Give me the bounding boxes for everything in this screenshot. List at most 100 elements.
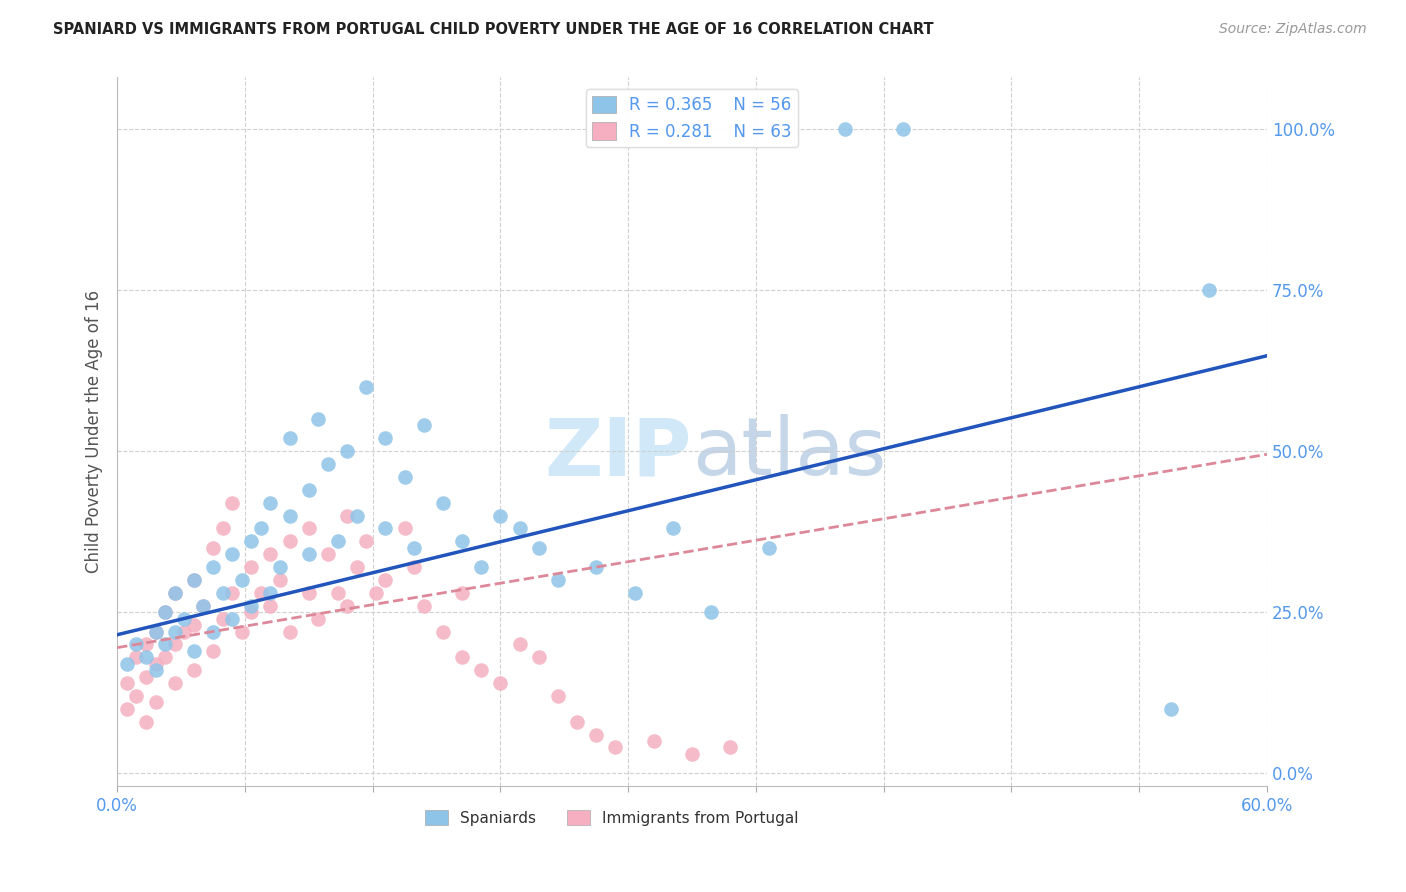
Point: [605, 740, 627, 755]
Point: [135, 714, 157, 729]
Point: [346, 508, 368, 523]
Point: [153, 650, 176, 665]
Point: [259, 599, 281, 613]
Point: [193, 599, 215, 613]
Point: [547, 573, 569, 587]
Point: [163, 624, 186, 639]
Point: [269, 573, 291, 587]
Point: [356, 534, 378, 549]
Point: [891, 122, 914, 136]
Point: [336, 444, 359, 458]
Point: [193, 599, 215, 613]
Point: [125, 637, 148, 651]
Point: [718, 740, 741, 755]
Point: [412, 599, 434, 613]
Point: [221, 586, 243, 600]
Point: [527, 541, 550, 555]
Point: [145, 624, 167, 639]
Point: [451, 586, 474, 600]
Point: [250, 586, 273, 600]
Point: [231, 573, 253, 587]
Point: [115, 676, 138, 690]
Point: [163, 637, 186, 651]
Point: [307, 412, 329, 426]
Point: [259, 547, 281, 561]
Point: [183, 573, 205, 587]
Point: [278, 508, 301, 523]
Point: [374, 521, 396, 535]
Point: [211, 612, 233, 626]
Point: [307, 612, 329, 626]
Point: [135, 637, 157, 651]
Point: [700, 605, 723, 619]
Point: [221, 612, 243, 626]
Point: [145, 624, 167, 639]
Point: [211, 521, 233, 535]
Point: [547, 689, 569, 703]
Point: [585, 728, 607, 742]
Point: [259, 496, 281, 510]
Point: [374, 573, 396, 587]
Point: [278, 534, 301, 549]
Point: [135, 670, 157, 684]
Point: [1160, 702, 1182, 716]
Point: [240, 599, 263, 613]
Text: Source: ZipAtlas.com: Source: ZipAtlas.com: [1219, 22, 1367, 37]
Point: [451, 650, 474, 665]
Text: ZIP: ZIP: [544, 414, 692, 492]
Legend: R = 0.365    N = 56, R = 0.281    N = 63: R = 0.365 N = 56, R = 0.281 N = 63: [586, 89, 799, 147]
Point: [326, 586, 349, 600]
Point: [125, 689, 148, 703]
Point: [183, 573, 205, 587]
Point: [356, 380, 378, 394]
Point: [201, 624, 224, 639]
Point: [250, 521, 273, 535]
Point: [404, 560, 426, 574]
Text: atlas: atlas: [692, 414, 886, 492]
Point: [1198, 283, 1220, 297]
Point: [221, 547, 243, 561]
Point: [221, 496, 243, 510]
Point: [316, 547, 339, 561]
Point: [412, 418, 434, 433]
Point: [336, 508, 359, 523]
Point: [163, 676, 186, 690]
Point: [163, 586, 186, 600]
Point: [145, 663, 167, 677]
Point: [527, 650, 550, 665]
Point: [489, 508, 512, 523]
Point: [470, 663, 492, 677]
Point: [298, 586, 321, 600]
Point: [201, 560, 224, 574]
Point: [346, 560, 368, 574]
Point: [316, 457, 339, 471]
Point: [240, 605, 263, 619]
Point: [451, 534, 474, 549]
Point: [404, 541, 426, 555]
Point: [240, 560, 263, 574]
Point: [374, 431, 396, 445]
Point: [662, 521, 685, 535]
Point: [135, 650, 157, 665]
Point: [432, 496, 454, 510]
Point: [183, 644, 205, 658]
Point: [173, 624, 195, 639]
Point: [201, 541, 224, 555]
Point: [240, 534, 263, 549]
Point: [259, 586, 281, 600]
Point: [509, 637, 531, 651]
Point: [145, 657, 167, 671]
Point: [758, 541, 780, 555]
Point: [470, 560, 492, 574]
Point: [278, 431, 301, 445]
Text: SPANIARD VS IMMIGRANTS FROM PORTUGAL CHILD POVERTY UNDER THE AGE OF 16 CORRELATI: SPANIARD VS IMMIGRANTS FROM PORTUGAL CHI…: [53, 22, 934, 37]
Point: [585, 560, 607, 574]
Point: [509, 521, 531, 535]
Point: [681, 747, 703, 761]
Point: [115, 702, 138, 716]
Point: [211, 586, 233, 600]
Point: [489, 676, 512, 690]
Point: [153, 637, 176, 651]
Point: [432, 624, 454, 639]
Point: [231, 624, 253, 639]
